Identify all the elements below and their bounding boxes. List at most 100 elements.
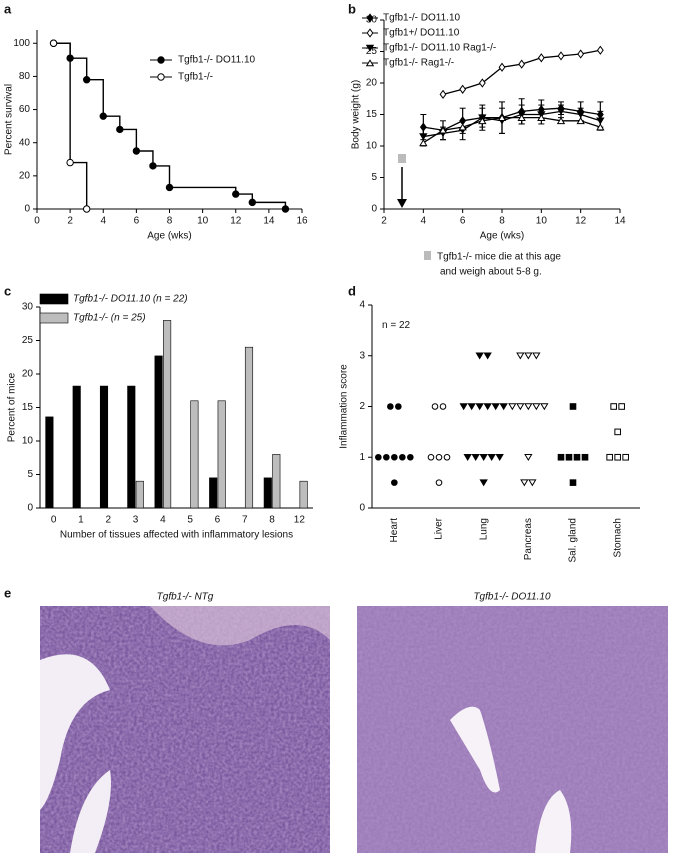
x-tick-label: 12 — [575, 216, 587, 227]
marker — [576, 111, 585, 119]
x-tick-label: 10 — [536, 216, 548, 227]
marker — [248, 198, 257, 207]
x-tick-label: 16 — [296, 216, 308, 227]
image-title: Tgfb1-/- NTg — [157, 592, 214, 603]
marker — [516, 403, 525, 411]
legend-label: Tgfb1-/- DO11.10 Rag1-/- — [383, 43, 496, 54]
y-tick-label: 15 — [366, 109, 378, 120]
y-tick-label: 1 — [359, 452, 365, 463]
marker — [165, 183, 174, 192]
marker — [487, 453, 496, 462]
marker — [557, 453, 565, 461]
histology-image — [357, 606, 668, 853]
marker — [387, 403, 394, 410]
marker — [99, 112, 107, 120]
marker — [458, 123, 467, 131]
marker — [610, 403, 617, 410]
marker — [366, 28, 374, 38]
x-tick-label: Pancreas — [523, 518, 534, 560]
marker — [537, 113, 546, 121]
marker — [528, 479, 537, 487]
marker — [419, 133, 428, 141]
y-axis-label: Percent of mice — [7, 372, 18, 442]
marker — [435, 453, 443, 461]
y-tick-label: 2 — [359, 401, 365, 412]
note: n = 22 — [382, 320, 411, 331]
marker — [431, 403, 439, 410]
marker — [375, 453, 382, 461]
marker — [66, 158, 74, 167]
x-tick-label: 1 — [78, 515, 84, 526]
x-tick-label: 2 — [105, 515, 111, 526]
x-tick-label: 3 — [133, 515, 139, 526]
marker — [495, 453, 504, 462]
bar — [127, 385, 136, 509]
bar — [272, 454, 281, 509]
x-tick-label: 6 — [134, 216, 140, 227]
series-line — [422, 117, 601, 144]
x-tick-label: 2 — [381, 216, 387, 227]
marker — [614, 428, 621, 436]
bar — [263, 477, 272, 509]
marker — [532, 403, 541, 411]
x-tick-label: 12 — [230, 216, 242, 227]
x-tick-label: Stomach — [612, 518, 623, 557]
marker — [407, 453, 414, 461]
marker — [49, 39, 58, 47]
bar — [72, 385, 81, 509]
marker — [475, 403, 484, 411]
marker — [498, 62, 506, 72]
y-tick-label: 0 — [371, 204, 377, 215]
marker — [471, 453, 480, 462]
x-tick-label: 6 — [460, 216, 466, 227]
marker — [443, 453, 451, 461]
y-axis-label: Percent survival — [4, 84, 15, 155]
marker — [606, 453, 613, 461]
x-tick-label: 12 — [294, 515, 306, 526]
x-tick-label: 8 — [167, 216, 173, 227]
bar — [154, 355, 163, 509]
x-axis-label: Age (wks) — [147, 231, 191, 242]
marker — [520, 479, 529, 487]
y-axis-label: Body weight (g) — [351, 80, 362, 149]
marker — [565, 453, 573, 461]
marker — [483, 403, 492, 411]
survival-line — [53, 42, 88, 209]
series-line — [423, 107, 601, 131]
legend-label: Tgfb1-/- — [178, 72, 213, 83]
marker — [596, 45, 604, 55]
bar — [217, 400, 226, 509]
x-tick-label: 0 — [51, 515, 57, 526]
marker — [478, 78, 486, 88]
bar — [135, 480, 144, 509]
marker — [499, 403, 508, 411]
x-tick-label: 8 — [269, 515, 275, 526]
annotation: Tgfb1-/- mice die at this age — [437, 252, 561, 263]
x-tick-label: 14 — [614, 216, 626, 227]
y-tick-label: 15 — [22, 402, 34, 413]
y-tick-label: 4 — [359, 300, 365, 311]
y-tick-label: 0 — [359, 503, 365, 514]
legend-label: Tgfb1-/- DO11.10 — [178, 55, 256, 66]
marker — [478, 117, 487, 125]
marker — [439, 89, 447, 99]
y-tick-label: 20 — [19, 170, 31, 181]
marker — [479, 453, 488, 462]
marker — [157, 73, 165, 81]
marker — [475, 352, 484, 360]
y-tick-label: 20 — [22, 369, 34, 380]
marker — [459, 84, 467, 94]
y-tick-label: 20 — [366, 78, 378, 89]
histology-image — [40, 606, 330, 853]
marker — [614, 453, 621, 461]
annotation-key — [424, 251, 431, 260]
x-tick-label: 6 — [215, 515, 221, 526]
x-tick-label: 4 — [100, 216, 106, 227]
legend-swatch — [39, 312, 69, 324]
bar — [244, 346, 254, 509]
bar — [163, 320, 172, 509]
marker — [581, 453, 589, 461]
image-title: Tgfb1-/- DO11.10 — [473, 592, 551, 603]
marker — [365, 59, 375, 67]
bar — [299, 480, 308, 509]
